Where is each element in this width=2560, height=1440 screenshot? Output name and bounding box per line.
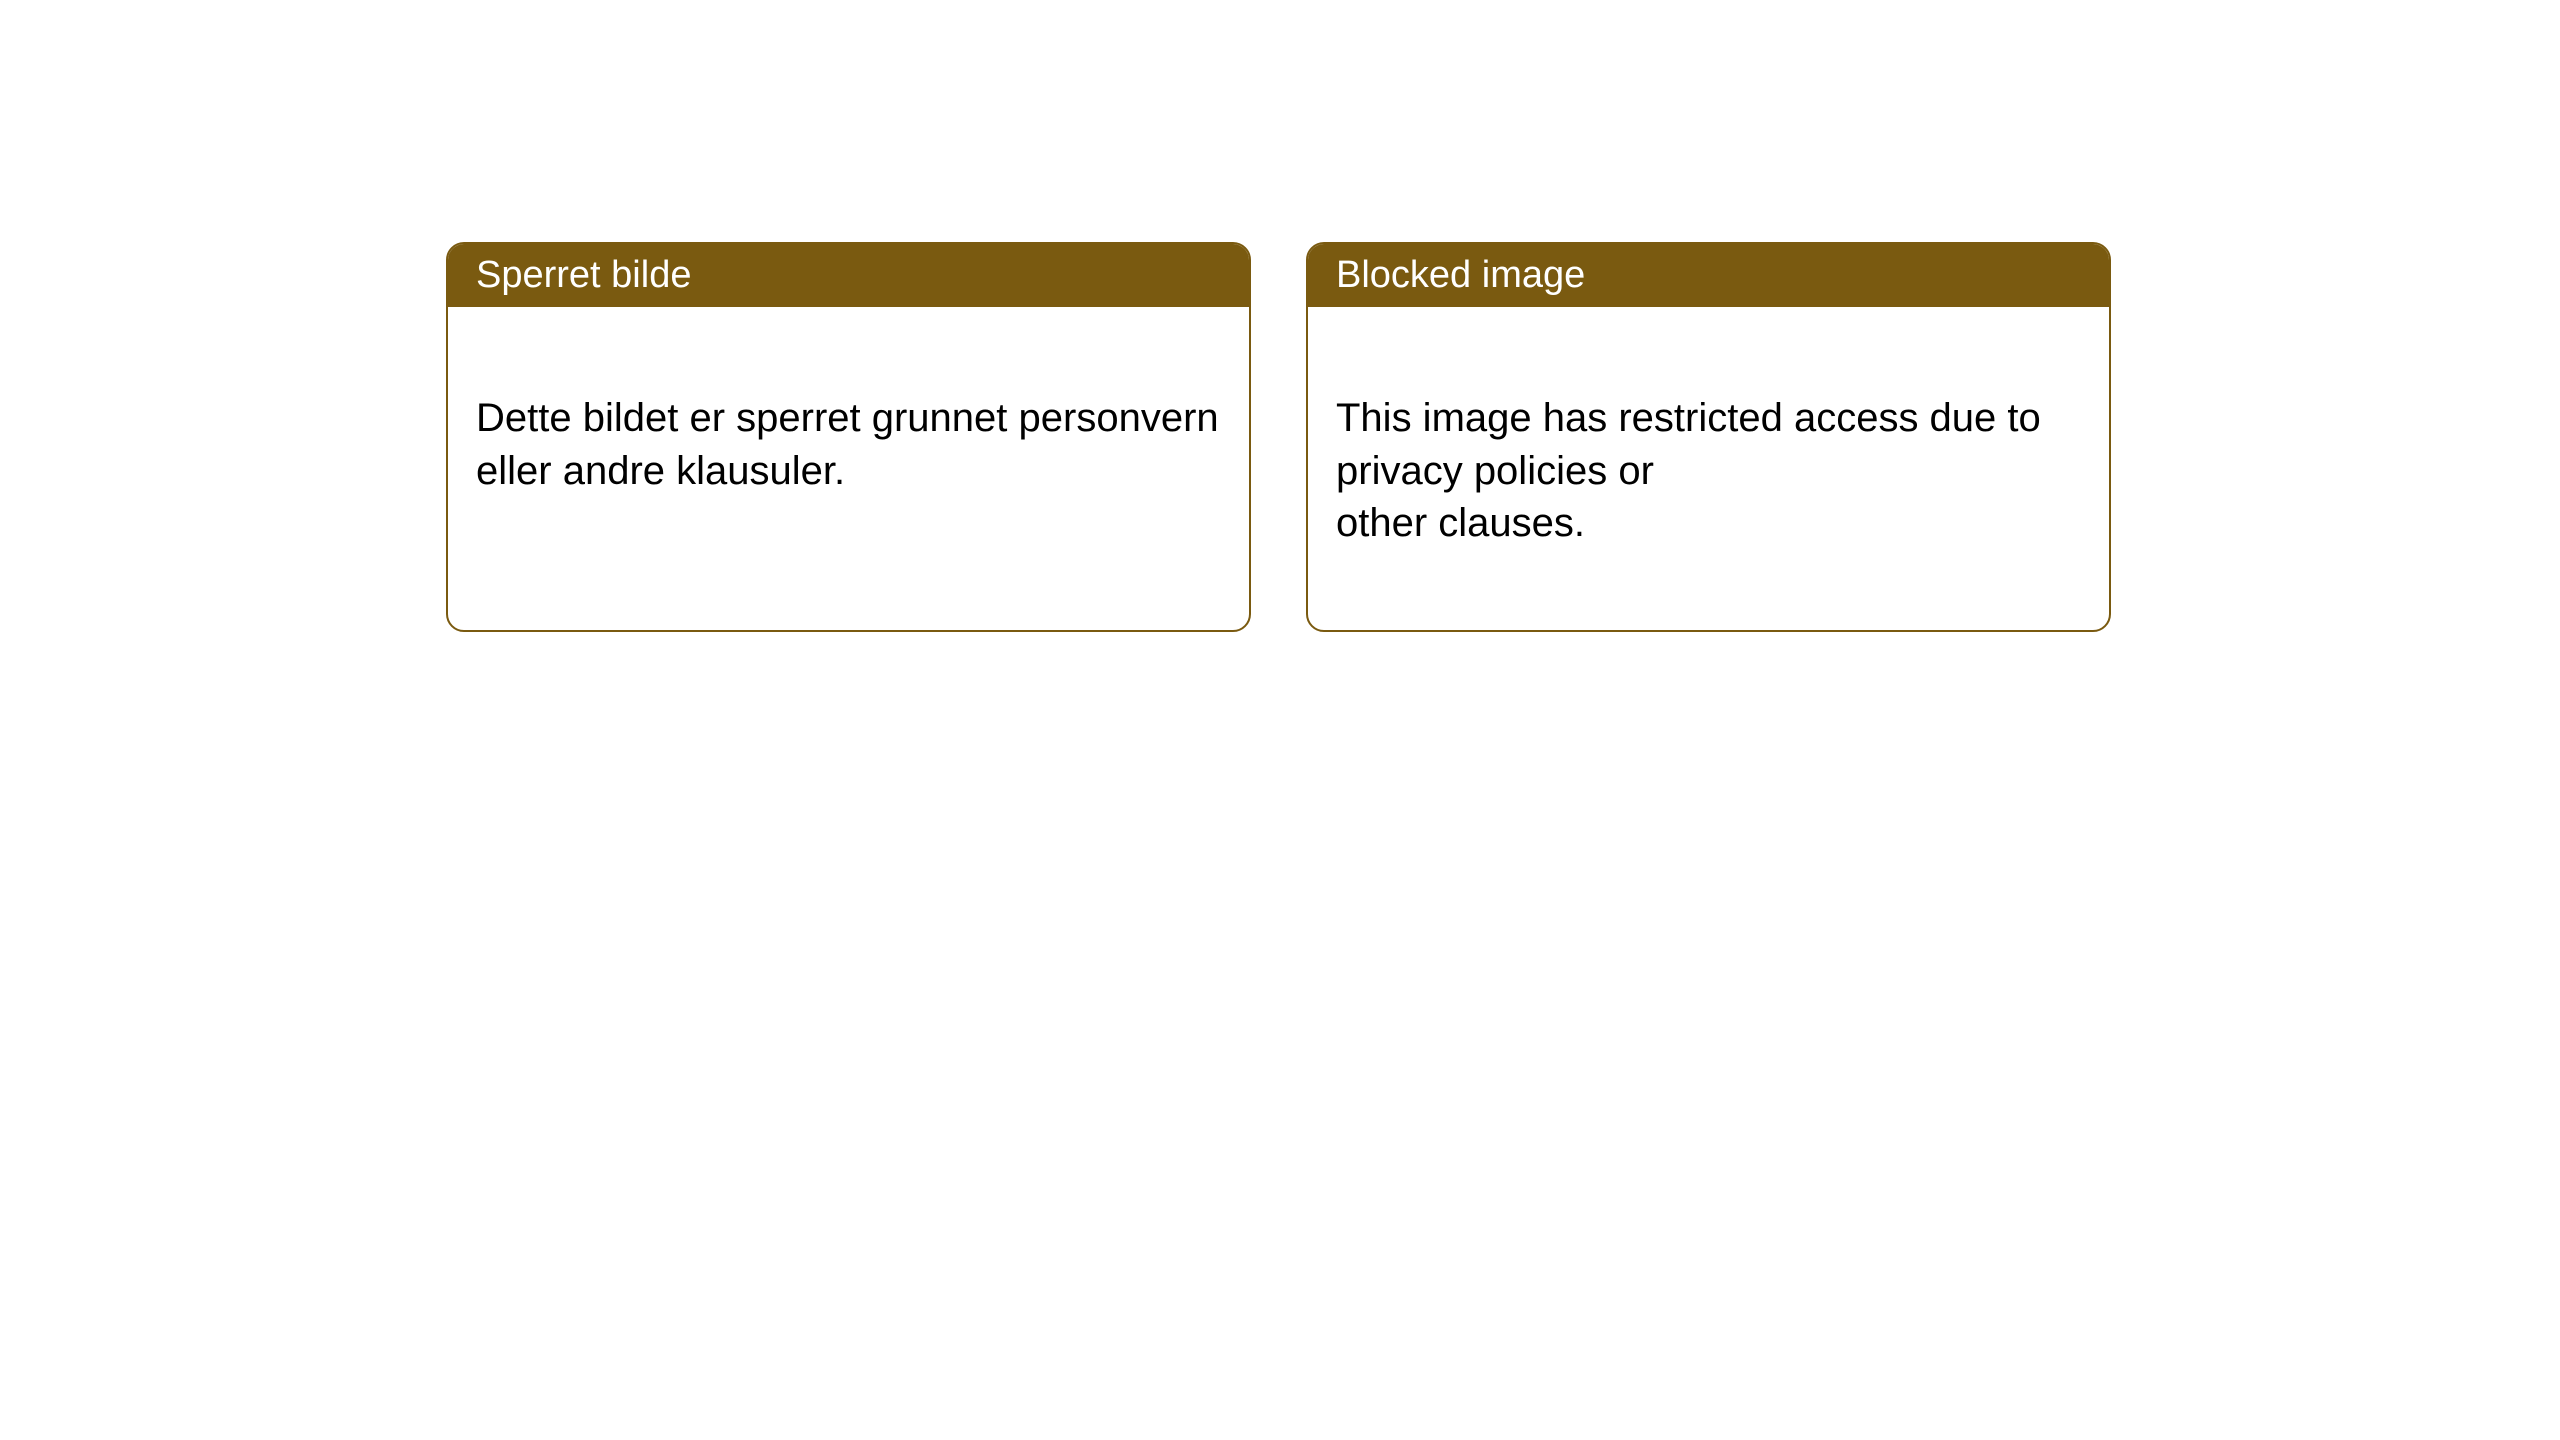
notice-text: Dette bildet er sperret grunnet personve… [476, 396, 1219, 493]
notice-body: Dette bildet er sperret grunnet personve… [448, 307, 1249, 577]
notice-container: Sperret bilde Dette bildet er sperret gr… [0, 0, 2560, 632]
notice-title: Sperret bilde [476, 254, 691, 296]
notice-text: This image has restricted access due to … [1336, 396, 2041, 546]
notice-title: Blocked image [1336, 254, 1585, 296]
notice-body: This image has restricted access due to … [1308, 307, 2109, 630]
notice-header: Sperret bilde [448, 244, 1249, 307]
notice-card-norwegian: Sperret bilde Dette bildet er sperret gr… [446, 242, 1251, 632]
notice-card-english: Blocked image This image has restricted … [1306, 242, 2111, 632]
notice-header: Blocked image [1308, 244, 2109, 307]
